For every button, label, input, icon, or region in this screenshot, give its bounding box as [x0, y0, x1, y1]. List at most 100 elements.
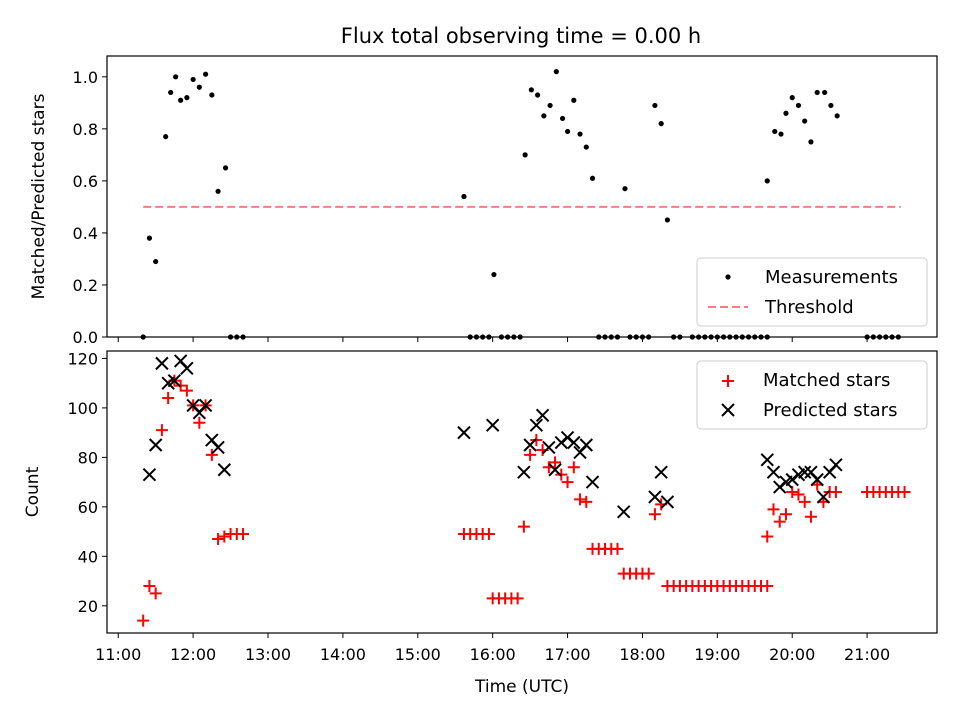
data-point — [553, 69, 559, 75]
data-point — [577, 131, 583, 137]
plot-frame — [106, 55, 938, 338]
data-point — [153, 258, 159, 265]
x-tick-label: 11:00 — [95, 645, 141, 664]
data-point — [549, 456, 562, 469]
x-tick-label: 12:00 — [170, 645, 216, 664]
panel-2: 20 40 60 80 100 120 11:00 12:00 13:00 14:00 15:00 1… — [23, 349, 938, 697]
data-point — [535, 92, 541, 98]
data-point — [564, 128, 571, 135]
y-tick-label: 40 — [78, 547, 98, 566]
legend-measurements-label: Measurements — [765, 267, 898, 288]
data-point — [522, 152, 528, 158]
data-point — [173, 74, 179, 80]
data-point — [517, 465, 531, 479]
data-point — [567, 461, 580, 474]
data-point — [461, 193, 467, 200]
data-point — [898, 486, 911, 498]
plot-frame — [106, 350, 938, 634]
legend-threshold-label: Threshold — [764, 297, 854, 318]
data-point — [180, 384, 193, 397]
data-point — [760, 453, 774, 467]
data-point — [524, 448, 537, 461]
data-point — [180, 361, 194, 376]
series-predicted-stars — [142, 354, 843, 519]
data-point — [209, 92, 215, 98]
data-point — [829, 486, 842, 498]
data-point — [155, 424, 168, 437]
data-point — [766, 465, 781, 479]
y-axis-label: Count — [23, 466, 43, 517]
data-point — [149, 587, 162, 600]
x-tick-label: 18:00 — [619, 645, 665, 664]
data-point — [547, 102, 553, 109]
data-point — [517, 520, 530, 533]
data-point — [652, 102, 658, 109]
y-tick-label: 0.2 — [73, 276, 98, 295]
data-point — [779, 508, 792, 521]
data-point — [212, 533, 225, 545]
legend-measurements-marker — [725, 274, 731, 280]
data-point — [585, 475, 600, 489]
y-tick-label: 60 — [78, 498, 98, 517]
data-point — [622, 186, 628, 192]
data-point — [523, 438, 537, 452]
legend-top: Measurements Threshold — [696, 257, 928, 327]
data-point — [193, 416, 206, 429]
y-tick-label: 0.6 — [73, 172, 98, 191]
data-point — [761, 580, 774, 592]
data-point — [163, 134, 169, 140]
data-point — [561, 476, 574, 489]
x-tick-label: 14:00 — [320, 645, 366, 664]
data-point — [648, 508, 661, 521]
data-point — [789, 95, 795, 101]
x-tick-label: 15:00 — [395, 645, 441, 664]
legend-matched-label: Matched stars — [763, 370, 890, 391]
data-point — [217, 463, 232, 477]
data-point — [829, 458, 843, 472]
data-point — [198, 398, 213, 413]
x-tick-label: 17:00 — [545, 645, 591, 664]
legend-bottom: Matched stars Predicted stars — [696, 360, 928, 430]
y-tick-label: 120 — [67, 349, 98, 368]
panel-1: 0.0 0.2 0.4 0.6 0.8 1.0 Matched/Predicted star… — [29, 55, 938, 347]
data-point — [783, 110, 789, 116]
data-point — [802, 118, 808, 124]
data-point — [218, 530, 231, 543]
legend-bottom-frame — [696, 360, 928, 430]
legend-predicted-marker — [721, 403, 735, 417]
data-point — [580, 495, 593, 508]
data-point — [834, 113, 840, 119]
y-tick-label: 0.0 — [73, 328, 98, 347]
data-point — [658, 121, 664, 127]
data-point — [816, 490, 831, 504]
data-point — [137, 614, 150, 627]
x-tick-label: 21:00 — [844, 645, 890, 664]
legend-top-frame — [696, 257, 928, 327]
chart-title: Flux total observing time = 0.00 h — [341, 24, 701, 48]
data-point — [617, 505, 631, 519]
y-tick-label: 20 — [78, 597, 98, 616]
data-point — [579, 438, 593, 452]
data-point — [583, 144, 589, 150]
data-point — [648, 490, 662, 504]
y-tick-label: 80 — [78, 448, 98, 467]
data-point — [786, 486, 799, 498]
data-point — [797, 465, 812, 479]
data-point — [778, 131, 784, 137]
y-tick-label: 100 — [67, 399, 98, 418]
data-point — [822, 89, 828, 96]
data-point — [761, 530, 774, 543]
data-point — [148, 438, 163, 452]
x-tick-label: 19:00 — [694, 645, 740, 664]
data-point — [567, 435, 581, 450]
data-point — [795, 102, 802, 109]
data-point — [196, 84, 202, 90]
data-point — [237, 528, 250, 541]
y-axis-label: Matched/Predicted stars — [29, 93, 49, 299]
data-point — [772, 128, 778, 135]
x-tick-label: 16:00 — [470, 645, 516, 664]
data-point — [589, 175, 596, 181]
data-point — [222, 165, 229, 171]
